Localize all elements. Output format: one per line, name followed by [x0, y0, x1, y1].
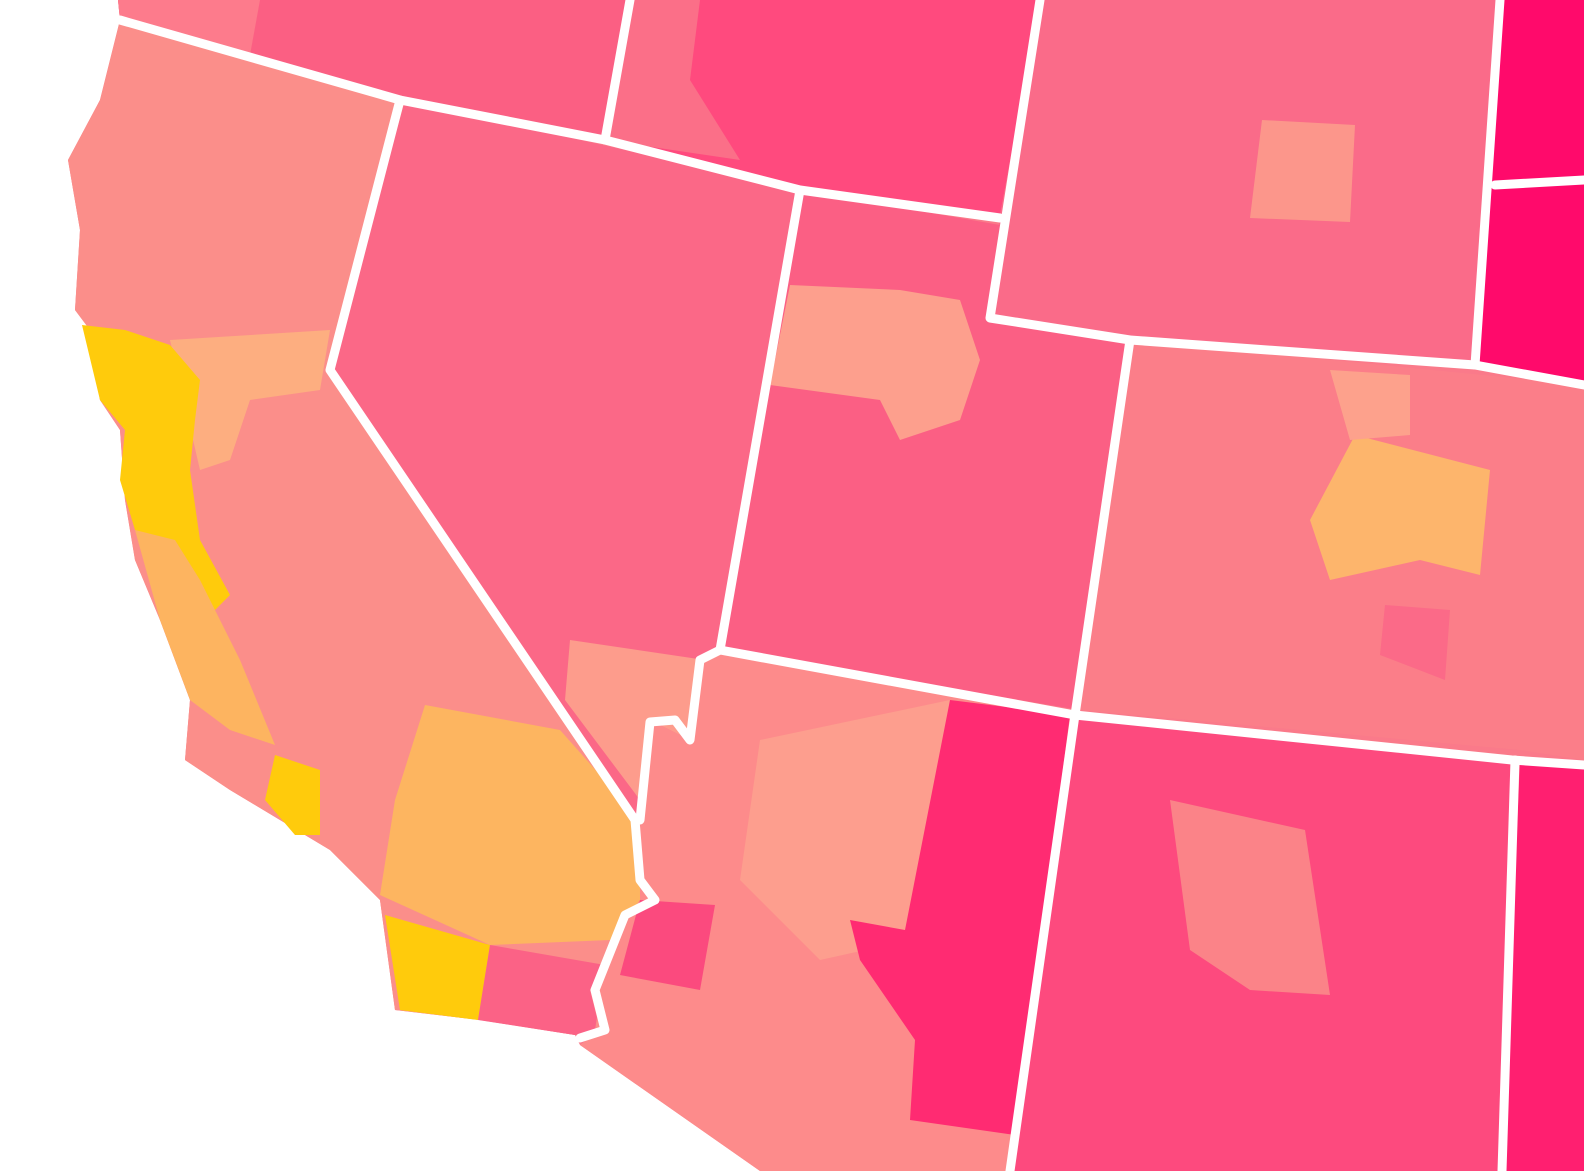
state-borders	[115, 0, 1584, 1171]
border-nv-ut	[715, 185, 805, 655]
border-or-id	[600, 0, 635, 145]
central-valley	[170, 330, 330, 470]
bernalillo	[1170, 800, 1330, 995]
santa-barbara	[265, 755, 320, 835]
kansas	[1502, 760, 1584, 1171]
apache-navajo	[850, 700, 1070, 1135]
border-ca-nv	[325, 95, 660, 1043]
central-coast	[135, 530, 275, 745]
idaho	[605, 0, 1040, 215]
salt-lake	[770, 285, 980, 440]
border-ut-co	[1005, 335, 1135, 1171]
oregon-west	[118, 0, 260, 55]
denver-north	[1330, 370, 1410, 440]
wyoming	[990, 0, 1500, 365]
wyoming-county	[1250, 120, 1355, 222]
border-co-ks	[1497, 755, 1520, 1171]
idaho-west	[605, 0, 740, 160]
border-ut-az	[715, 645, 1584, 770]
yuma	[620, 900, 715, 990]
los-angeles	[385, 915, 490, 1020]
bay-area	[82, 325, 230, 610]
denver-area	[1310, 435, 1490, 580]
border-ne	[1490, 175, 1584, 190]
border-wy-ne	[1470, 0, 1505, 370]
clark	[565, 640, 705, 800]
nevada	[330, 100, 800, 820]
border-nv-az	[635, 645, 725, 825]
maricopa	[740, 700, 950, 960]
nebraska	[1475, 0, 1584, 385]
pueblo	[1380, 605, 1450, 680]
san-bernardino	[380, 705, 640, 945]
riverside	[478, 945, 605, 1035]
